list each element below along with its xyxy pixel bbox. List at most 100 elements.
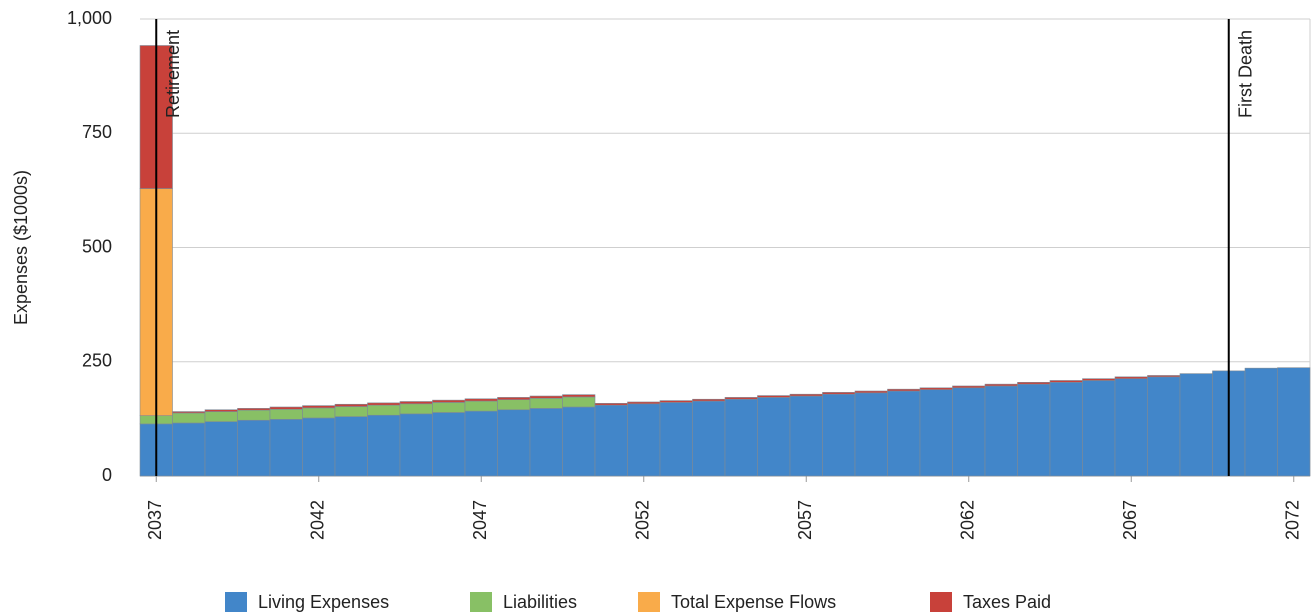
bar-segment: [529, 395, 563, 399]
bar-segment: [204, 421, 238, 477]
bar-segment: [399, 401, 433, 405]
bar-segment: [399, 403, 433, 415]
legend-swatch: [225, 592, 247, 612]
bar-segment: [1114, 378, 1148, 477]
bar-segment: [1082, 380, 1116, 477]
x-tick-label: 2067: [1120, 500, 1140, 540]
bar-segment: [1017, 383, 1051, 477]
legend-swatch: [470, 592, 492, 612]
bar-segment: [789, 393, 823, 397]
y-tick-label: 250: [82, 351, 112, 371]
bar-segment: [562, 394, 596, 398]
bar-segment: [1082, 378, 1116, 381]
bar-segment: [724, 398, 758, 477]
bar-segment: [302, 407, 336, 419]
bar-segment: [1244, 367, 1278, 477]
legend-label: Taxes Paid: [963, 592, 1051, 612]
annotation-label: First Death: [1236, 30, 1256, 118]
bar-segment: [952, 387, 986, 477]
bar-segment: [367, 402, 401, 406]
bar-segment: [529, 408, 563, 477]
bar-segment: [204, 411, 238, 422]
y-axis-label: Expenses ($1000s): [11, 170, 31, 325]
bar-segment: [594, 404, 628, 477]
bar-segment: [237, 408, 271, 411]
bar-segment: [757, 397, 791, 477]
bar-segment: [302, 417, 336, 477]
bar-segment: [529, 398, 563, 409]
bar-segment: [1114, 376, 1148, 379]
bar-segment: [692, 400, 726, 477]
legend-label: Living Expenses: [258, 592, 389, 612]
legend-swatch: [638, 592, 660, 612]
bar-segment: [172, 411, 206, 414]
y-tick-label: 1,000: [67, 8, 112, 28]
bar-segment: [334, 416, 368, 477]
y-tick-label: 0: [102, 465, 112, 485]
bar-segment: [1049, 380, 1083, 383]
bar-segment: [302, 405, 336, 409]
bar-segment: [659, 400, 693, 403]
bar-segment: [984, 383, 1018, 387]
bar-segment: [724, 397, 758, 400]
bar-segment: [269, 408, 303, 420]
bar-segment: [919, 389, 953, 477]
x-tick-label: 2057: [795, 500, 815, 540]
bar-segment: [627, 403, 661, 477]
bar-segment: [594, 403, 628, 406]
x-tick-label: 2037: [145, 500, 165, 540]
bar-segment: [334, 403, 368, 407]
x-tick-label: 2062: [958, 500, 978, 540]
bar-segment: [757, 395, 791, 398]
bar-segment: [1147, 375, 1181, 378]
bar-segment: [854, 392, 888, 477]
bar-segment: [887, 388, 921, 392]
x-tick-label: 2072: [1283, 500, 1303, 540]
bar-segment: [172, 412, 206, 424]
bar-segment: [952, 385, 986, 389]
bar-segment: [1179, 373, 1213, 477]
bar-segment: [789, 395, 823, 477]
bar-segment: [627, 401, 661, 405]
x-tick-label: 2052: [633, 500, 653, 540]
bar-segment: [854, 390, 888, 394]
bar-segment: [887, 390, 921, 477]
y-tick-label: 500: [82, 236, 112, 256]
legend-swatch: [930, 592, 952, 612]
bar-segment: [464, 400, 498, 412]
bar-segment: [562, 406, 596, 477]
bar-segment: [432, 402, 466, 413]
bar-segment: [367, 414, 401, 477]
bar-segment: [464, 410, 498, 477]
bar-segment: [399, 413, 433, 477]
bar-segment: [1049, 382, 1083, 477]
bar-segment: [204, 409, 238, 412]
bar-segment: [497, 409, 531, 477]
bar-segment: [334, 406, 368, 417]
bar-segment: [659, 402, 693, 477]
bar-segment: [822, 392, 856, 395]
annotation-label: Retirement: [163, 30, 183, 118]
y-tick-label: 750: [82, 122, 112, 142]
bar-segment: [562, 396, 596, 408]
bar-segment: [984, 385, 1018, 477]
bar-segment: [172, 422, 206, 477]
bar-segment: [919, 387, 953, 390]
bar-segment: [464, 398, 498, 402]
bar-segment: [237, 419, 271, 477]
bar-segment: [432, 399, 466, 403]
bar-segment: [237, 409, 271, 421]
bar-segment: [1277, 367, 1311, 477]
bar-segment: [367, 404, 401, 416]
bar-segment: [269, 406, 303, 410]
bar-segment: [497, 397, 531, 400]
x-tick-label: 2047: [470, 500, 490, 540]
bar-segment: [432, 412, 466, 477]
bar-segment: [1017, 382, 1051, 385]
bar-segment: [822, 393, 856, 477]
x-tick-label: 2042: [308, 500, 328, 540]
bar-segment: [692, 398, 726, 402]
bar-segment: [269, 419, 303, 477]
bar-segment: [497, 399, 531, 411]
